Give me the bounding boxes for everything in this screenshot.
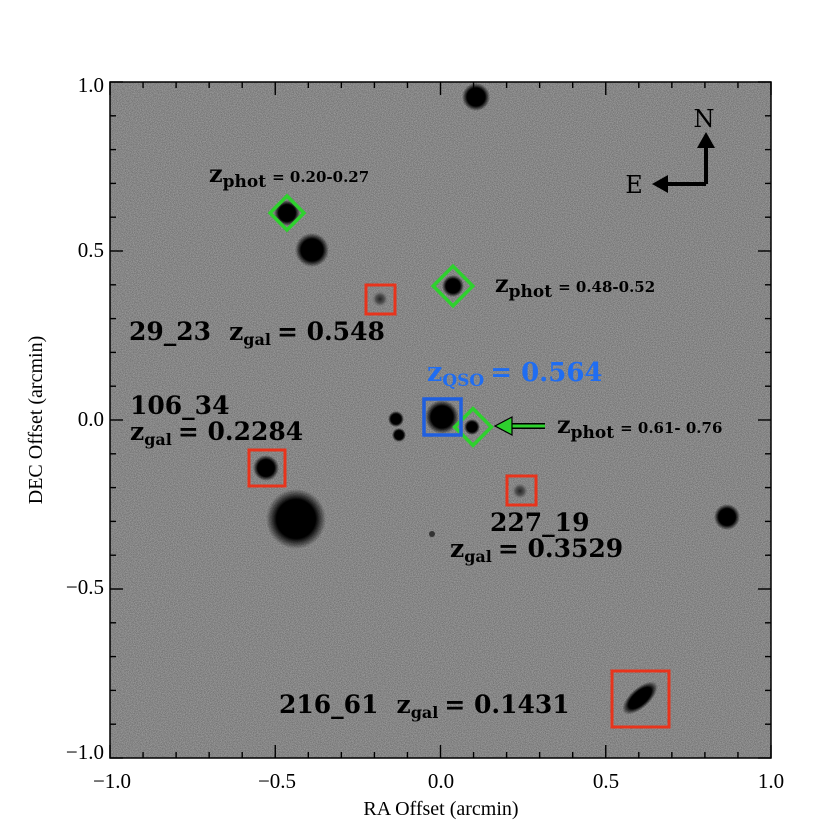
y-axis-label: DEC Offset (arcmin) (25, 336, 47, 504)
phot-label-upper-left: zphot = 0.20-0.27 (209, 159, 369, 192)
y-tick-labels: 1.0 0.5 0.0 −0.5 −1.0 (66, 73, 104, 764)
sky-image (110, 82, 771, 758)
qso-redshift-label: zQSO = 0.564 (427, 357, 603, 391)
galaxy-29-23-label: 29_23 zgal = 0.548 (129, 317, 385, 349)
star-top (462, 83, 490, 111)
galaxy-106-34-redshift: zgal = 0.2284 (130, 417, 303, 449)
galaxy-216-61-source (622, 681, 658, 715)
y-tick-label: 1.0 (78, 73, 104, 97)
galaxy-216-61-label: 216_61 zgal = 0.1431 (279, 690, 570, 722)
spec-marker-29-23 (364, 283, 397, 316)
phot-marker-near-qso (452, 406, 494, 448)
y-tick-label: −0.5 (66, 575, 104, 599)
x-tick-label: −0.5 (258, 769, 296, 793)
galaxy-227-19-source (512, 483, 528, 499)
x-tick-label: 0.0 (428, 769, 454, 793)
phot-marker-middle (430, 263, 476, 309)
galaxy-29-23-source (372, 291, 388, 307)
companion-source-1 (388, 411, 404, 427)
star-right (714, 504, 740, 530)
source-phot-middle (442, 275, 464, 297)
axis-ticks (109, 81, 772, 759)
bright-star (266, 489, 326, 549)
x-tick-label: 0.5 (593, 769, 619, 793)
phot-marker-upper-left (267, 193, 307, 233)
x-tick-labels: −1.0 −0.5 0.0 0.5 1.0 (93, 769, 784, 793)
compass-north-label: N (694, 105, 715, 133)
faint-dot (429, 531, 435, 537)
phot-label-near-qso: zphot = 0.61- 0.76 (557, 410, 722, 443)
y-tick-label: −1.0 (66, 740, 104, 764)
spec-marker-227-19 (505, 474, 538, 507)
green-arrow (493, 416, 545, 436)
qso-source (425, 400, 459, 434)
star-upper-left (295, 233, 329, 267)
spec-marker-106-34 (247, 448, 287, 488)
galaxy-227-19-id: 227_19 (490, 508, 589, 537)
y-tick-label: 0.0 (78, 407, 104, 431)
galaxy-227-19-redshift: zgal = 0.3529 (450, 534, 623, 566)
x-axis-label: RA Offset (arcmin) (363, 798, 518, 820)
compass-east-label: E (625, 171, 643, 199)
x-tick-label: −1.0 (93, 769, 131, 793)
galaxy-106-34-id: 106_34 (130, 391, 229, 420)
compass-rose (652, 132, 715, 193)
spec-marker-216-61 (610, 669, 671, 729)
qso-marker (422, 397, 463, 437)
y-tick-label: 0.5 (78, 238, 104, 262)
companion-source-2 (392, 428, 406, 442)
source-phot-upper-left (274, 200, 300, 226)
galaxy-106-34-source (253, 455, 279, 481)
phot-label-middle: zphot = 0.48-0.52 (495, 269, 655, 302)
source-phot-near-qso (464, 419, 480, 435)
x-tick-label: 1.0 (758, 769, 784, 793)
